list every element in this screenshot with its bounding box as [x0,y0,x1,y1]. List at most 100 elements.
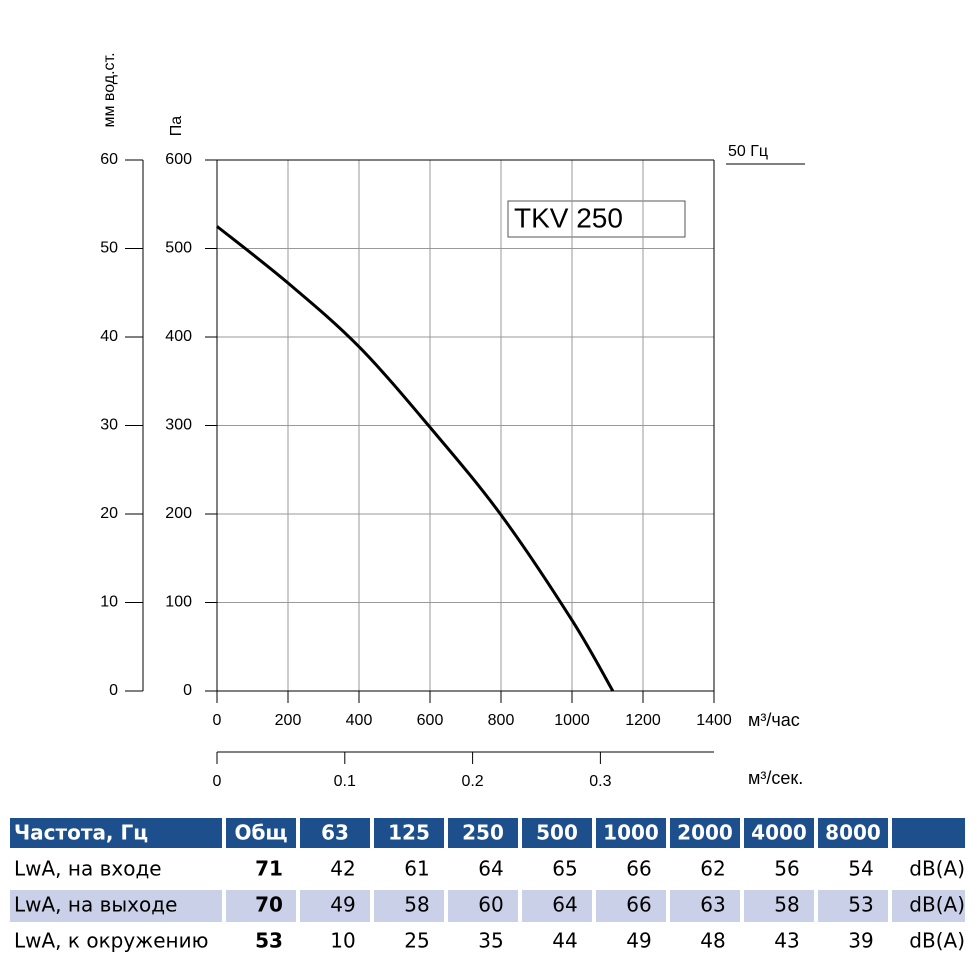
table-cell: 58 [774,893,799,917]
table-cell: 64 [478,857,503,881]
table-cell: 53 [848,893,873,917]
header-cell [300,818,370,848]
y-tick-label: 100 [165,594,192,611]
x2-tick-label: 0 [213,773,222,790]
x-tick-label: 400 [346,712,373,729]
y-tick-label: 0 [183,682,192,699]
header-cell [670,818,740,848]
header-cell [744,818,814,848]
table-cell: 66 [626,893,651,917]
x-tick-label: 1200 [625,712,661,729]
header-text: 63 [321,821,349,845]
fan-curve [216,225,615,692]
y2-tick-label: 40 [100,328,118,345]
table-cell: 43 [774,929,799,953]
y2-tick-label: 60 [100,151,118,168]
row-band [226,890,296,922]
row-band [596,890,666,922]
header-text: 2000 [677,821,733,845]
table-cell: 39 [848,929,873,953]
table-cell: 54 [848,857,873,881]
y-tick-label: 200 [165,505,192,522]
row-band [818,890,888,922]
row-band [448,890,518,922]
table-cell: 56 [774,857,799,881]
table-cell: 70 [255,893,283,917]
header-cell [892,818,965,848]
header-cell [374,818,444,848]
table-cell: 42 [330,857,355,881]
table-cell: 53 [255,929,283,953]
y-tick-label: 500 [165,240,192,257]
row-band [300,890,370,922]
y2-tick-label: 50 [100,240,118,257]
x-tick-label: 0 [213,712,222,729]
table-cell: 44 [552,929,577,953]
header-text: 250 [462,821,504,845]
table-cell: 10 [330,929,355,953]
table-cell: 58 [404,893,429,917]
y2-tick-label: 20 [100,505,118,522]
header-text: 125 [388,821,430,845]
x2-tick-label: 0.3 [589,773,611,790]
annotation: 50 Гц [728,143,768,160]
table-cell: 49 [626,929,651,953]
header-text: 4000 [751,821,807,845]
header-text: 500 [536,821,578,845]
header-text: 8000 [825,821,881,845]
y2-tick-label: 30 [100,417,118,434]
row-band [744,890,814,922]
row-band [522,890,592,922]
table-cell: LwA, к окружению [14,929,208,953]
x-tick-label: 800 [488,712,515,729]
y-tick-label: 600 [165,151,192,168]
header-cell [226,818,296,848]
header-cell [10,818,222,848]
x-tick-label: 1000 [554,712,590,729]
y-tick-label: 300 [165,417,192,434]
table-cell: LwA, на входе [14,857,162,881]
chart-title: TKV 250 [514,202,623,233]
table-cell: 66 [626,857,651,881]
header-cell [448,818,518,848]
x2-tick-label: 0.2 [461,773,483,790]
x-axis-label: м³/час [748,710,800,730]
table-cell: dB(A) [909,929,965,953]
header-text: 1000 [603,821,659,845]
header-text: Частота, Гц [14,821,148,845]
row-band [374,890,444,922]
table-cell: 49 [330,893,355,917]
table-cell: 71 [255,857,283,881]
table-cell: 48 [700,929,725,953]
table-cell: 25 [404,929,429,953]
table-cell: 60 [478,893,503,917]
table-cell: 35 [478,929,503,953]
header-cell [596,818,666,848]
table-cell: dB(A) [909,893,965,917]
table-cell: 63 [700,893,725,917]
row-band [892,890,965,922]
x2-tick-label: 0.1 [334,773,356,790]
y2-tick-label: 10 [100,594,118,611]
table-cell: 64 [552,893,577,917]
table-cell: LwA, на выходе [14,893,177,917]
title-box [507,200,686,238]
header-text: Общ [234,821,287,845]
table-cell: 62 [700,857,725,881]
y2-tick-label: 0 [109,682,118,699]
row-band [670,890,740,922]
table-cell: 61 [404,857,429,881]
header-cell [522,818,592,848]
header-cell [818,818,888,848]
y2-axis-label: мм вод.ст. [101,52,118,127]
x-tick-label: 1400 [696,712,732,729]
table-cell: dB(A) [909,857,965,881]
x2-axis-label: м³/сек. [748,768,803,788]
table-cell: 65 [552,857,577,881]
row-band [10,890,222,922]
y-tick-label: 400 [165,328,192,345]
x-tick-label: 200 [275,712,302,729]
x-tick-label: 600 [417,712,444,729]
y-axis-label: Па [168,116,185,137]
